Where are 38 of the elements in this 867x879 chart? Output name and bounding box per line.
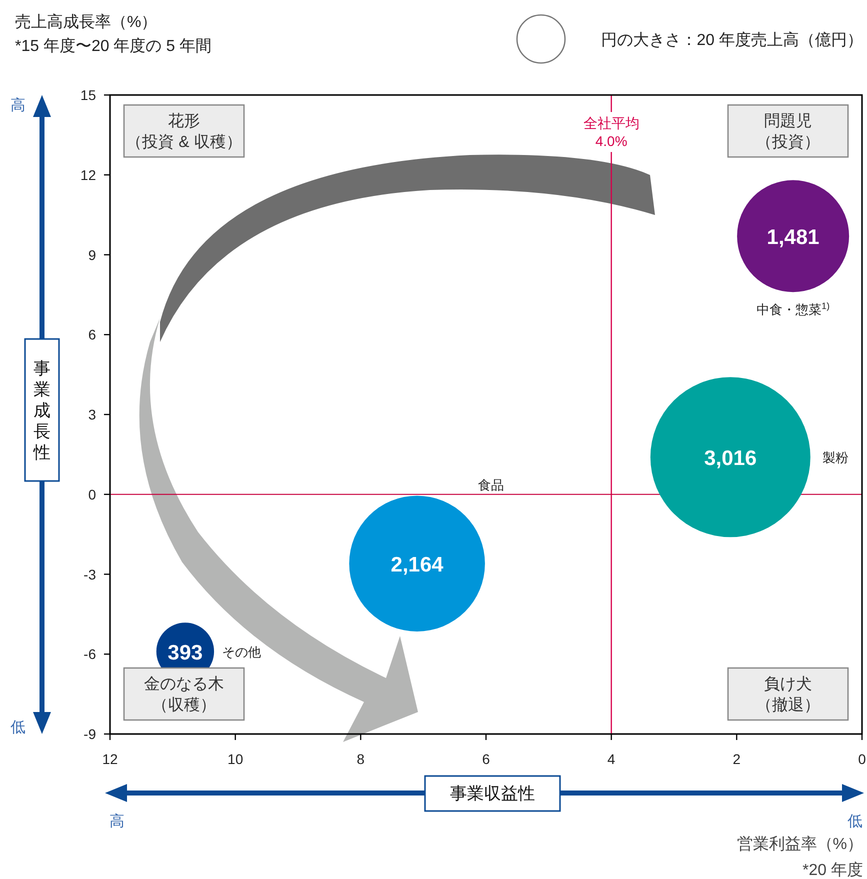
y-tick-label: 3 (88, 406, 96, 422)
annotation: 1,481 (766, 226, 820, 250)
text: 高 (10, 97, 26, 114)
series-label: 中食・惣菜$^{1)}$ (756, 301, 830, 318)
series-label: その他 (222, 644, 262, 660)
y-tick-label: 0 (88, 486, 96, 502)
y-tick-label: -3 (84, 566, 96, 582)
series-label: 食品 (478, 478, 504, 493)
x-tick-label: 12 (102, 751, 118, 767)
y-axis-title: 事業成長性 (32, 359, 50, 462)
annotation: 金のなる木（収穫） (144, 675, 224, 714)
x-tick-label: 0 (858, 751, 866, 767)
y-tick-label: -6 (84, 646, 96, 662)
text: 低 (10, 719, 26, 736)
text: 高 (110, 813, 124, 830)
annotation: 花形（投資 & 収穫） (126, 112, 242, 151)
x-axis-title: 事業収益性 (450, 784, 535, 803)
ref-line-label: 全社平均 4.0% (583, 115, 640, 149)
annotation: 負け犬（撤退） (756, 675, 820, 714)
x-tick-label: 8 (356, 751, 365, 767)
y-tick-label: 12 (80, 166, 96, 183)
y-tick-label: 15 (80, 87, 96, 103)
x-tick-label: 6 (482, 751, 490, 767)
y-tick-label: 9 (88, 246, 96, 263)
x-tick-label: 2 (732, 751, 741, 767)
text: 営業利益率（%） *20 年度 (736, 835, 863, 879)
y-tick-label: 6 (88, 326, 96, 343)
annotation: 393 (168, 641, 203, 664)
annotation: 問題児（投資） (756, 113, 820, 151)
x-tick-label: 10 (228, 751, 244, 767)
text: 売上高成長率（%） *15 年度〜20 年度の 5 年間 (15, 13, 212, 55)
y-tick-label: -9 (84, 726, 96, 742)
x-tick-label: 4 (607, 751, 616, 767)
text: 円の大きさ：20 年度売上高（億円） (600, 31, 863, 49)
text: 低 (848, 813, 862, 830)
annotation: 3,016 (704, 447, 757, 470)
annotation: 2,164 (390, 554, 444, 577)
series-label: 製粉 (822, 450, 848, 466)
